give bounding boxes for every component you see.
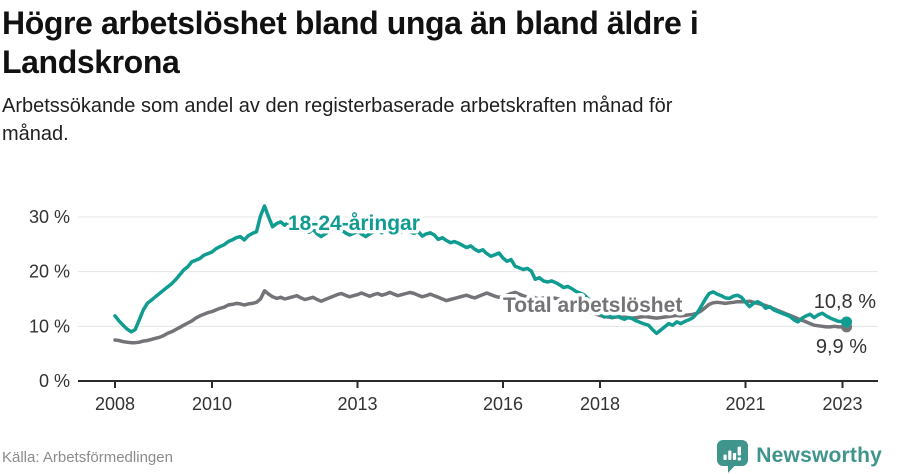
- chart-subtitle: Arbetssökande som andel av den registerb…: [2, 92, 822, 148]
- y-axis-label-20: 20 %: [29, 262, 70, 282]
- newsworthy-logo[interactable]: Newsworthy: [716, 438, 882, 474]
- end-value-label-total: 9,9 %: [816, 336, 867, 358]
- chart-subtitle-line1: Arbetssökande som andel av den registerb…: [2, 95, 673, 117]
- x-axis-label-2023: 2023: [822, 394, 862, 414]
- series-label-total-arbetsloshet: Total arbetslöshet: [503, 294, 682, 317]
- x-axis-label-2021: 2021: [725, 394, 765, 414]
- source-note: Källa: Arbetsförmedlingen: [2, 449, 173, 466]
- x-axis-label-2013: 2013: [337, 394, 377, 414]
- x-axis-label-2016: 2016: [483, 394, 523, 414]
- page-title-line1: Högre arbetslöshet bland unga än bland ä…: [2, 5, 699, 41]
- series-line-total-arbetslöshet: [113, 289, 849, 345]
- y-axis-label-30: 30 %: [29, 207, 70, 227]
- x-axis-label-2008: 2008: [95, 394, 135, 414]
- page-title: Högre arbetslöshet bland unga än bland ä…: [2, 4, 882, 82]
- page-title-line2: Landskrona: [2, 44, 180, 80]
- y-axis-label-0: 0 %: [39, 371, 70, 391]
- end-value-label-18-24: 10,8 %: [814, 291, 876, 313]
- newsworthy-bar-chart-bubble-icon: [717, 440, 749, 473]
- x-axis-label-2018: 2018: [580, 394, 620, 414]
- chart-subtitle-line2: månad.: [2, 123, 69, 145]
- newsworthy-logo-text: Newsworthy: [756, 444, 882, 467]
- series-line-18-24-åringar: [113, 204, 849, 336]
- series-end-dot-18-24-åringar: [841, 316, 853, 328]
- series-label-18-24-aringar: 18-24-åringar: [288, 212, 420, 235]
- y-axis-label-10: 10 %: [29, 316, 70, 336]
- x-axis-label-2010: 2010: [192, 394, 232, 414]
